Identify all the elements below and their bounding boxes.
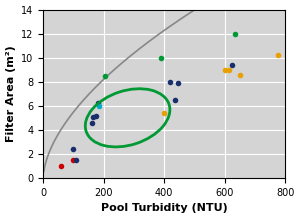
Point bbox=[95, 102, 100, 105]
Point bbox=[222, 68, 227, 72]
Point bbox=[168, 80, 173, 84]
Point bbox=[230, 63, 235, 67]
Point bbox=[74, 158, 79, 162]
Point bbox=[227, 68, 232, 72]
Point bbox=[275, 54, 280, 57]
Point bbox=[94, 114, 99, 117]
Point bbox=[59, 164, 64, 168]
Point bbox=[71, 158, 76, 162]
Point bbox=[71, 148, 76, 151]
Point bbox=[172, 98, 177, 102]
Point bbox=[162, 111, 167, 115]
Point bbox=[233, 32, 238, 35]
X-axis label: Pool Turbidity (NTU): Pool Turbidity (NTU) bbox=[101, 203, 228, 214]
Point bbox=[103, 74, 108, 78]
Y-axis label: Filter Area (m²): Filter Area (m²) bbox=[6, 46, 16, 142]
Point bbox=[238, 73, 242, 76]
Point bbox=[89, 121, 94, 125]
Point bbox=[91, 115, 95, 118]
Point bbox=[97, 104, 102, 108]
Point bbox=[159, 56, 164, 60]
Point bbox=[176, 81, 180, 85]
